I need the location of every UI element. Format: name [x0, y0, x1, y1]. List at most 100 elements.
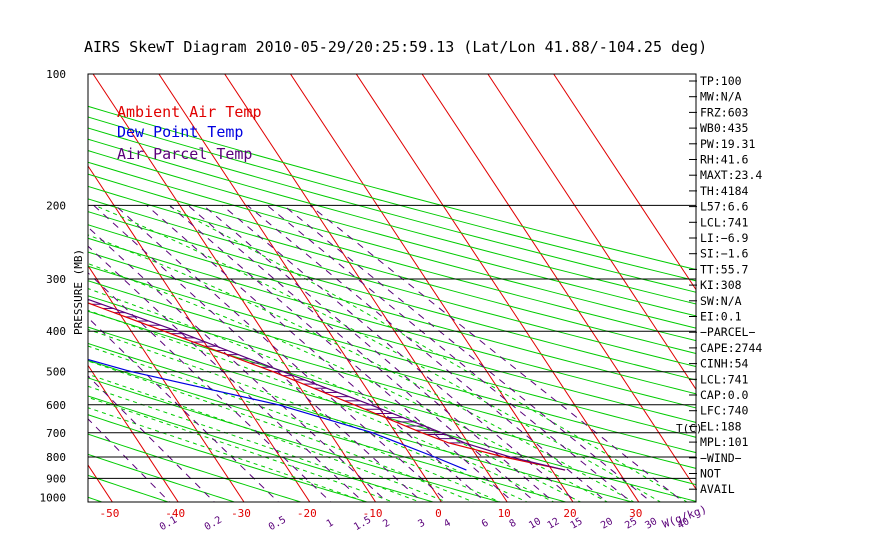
plot-frame — [87, 73, 697, 503]
mixing-ratio-tick-label: 40 — [676, 516, 692, 532]
dry-adiabat-line — [88, 237, 696, 409]
stats-item: −PARCEL− — [700, 325, 755, 339]
stats-item: SI:−1.6 — [700, 247, 749, 261]
dry-adiabat-line — [88, 127, 696, 293]
stats-item: NOT — [700, 467, 721, 481]
mixing-ratio-line — [114, 205, 449, 502]
dry-adiabat-line — [0, 61, 48, 507]
isotherm-line — [421, 74, 696, 490]
pressure-tick-label: 1000 — [40, 492, 67, 505]
stats-item: LCL:741 — [700, 372, 749, 386]
mixing-ratio-line — [283, 204, 652, 502]
legend-item-parcel: Air Parcel Temp — [117, 145, 252, 163]
legend: Ambient Air Temp Dew Point Temp Air Parc… — [117, 103, 262, 163]
dry-adiabat-line — [88, 310, 696, 486]
dry-adiabat-line — [88, 161, 696, 329]
ambient-temp-curve — [88, 302, 566, 471]
dry-adiabat-line — [88, 326, 696, 502]
moist-adiabat-line — [88, 373, 448, 502]
dry-adiabat-line — [88, 395, 435, 502]
stats-item: LI:−6.9 — [700, 231, 749, 245]
mixing-ratio-tick-label: 8 — [508, 518, 519, 531]
stats-item: TP:100 — [700, 74, 742, 88]
dry-adiabat-line — [88, 433, 303, 502]
mixing-ratio-line — [202, 205, 555, 502]
bottom-temp-tick-label: 10 — [498, 507, 511, 520]
stats-item: LCL:741 — [700, 215, 749, 229]
pressure-tick-label: 800 — [46, 451, 66, 464]
moist-adiabat-line — [88, 345, 502, 502]
mixing-ratio-line — [247, 205, 608, 502]
dry-adiabat-line — [88, 414, 369, 502]
dry-adiabat-line — [88, 224, 696, 395]
stats-item: PW:19.31 — [700, 137, 755, 151]
pressure-tick-label: 100 — [46, 68, 66, 81]
isotherm-line — [88, 364, 179, 502]
stats-item: MAXT:23.4 — [700, 168, 762, 182]
dry-adiabat-line — [88, 359, 568, 502]
dry-adiabat-line — [88, 211, 696, 381]
temp-axis-unit: T(C) — [676, 422, 703, 435]
stats-item: EI:0.1 — [700, 310, 742, 324]
bottom-temp-tick-label: -30 — [231, 507, 251, 520]
isotherm-line — [88, 165, 311, 502]
isotherm-line — [289, 74, 574, 502]
pressure-tick-label: 400 — [46, 325, 66, 338]
moist-adiabat-line — [88, 385, 421, 502]
stats-item: CAPE:2744 — [700, 341, 762, 355]
mixing-ratio-tick-label: 6 — [480, 518, 491, 531]
mixing-ratio-tick-label: 12 — [546, 516, 562, 532]
stats-item: EL:188 — [700, 419, 742, 433]
dry-adiabat-line — [88, 474, 170, 502]
stats-item: L57:6.6 — [700, 200, 749, 214]
mixing-ratio-tick-label: 4 — [442, 518, 453, 531]
bottom-temp-tick-label: 30 — [629, 507, 642, 520]
mixing-ratio-tick-label: 0.2 — [203, 515, 224, 534]
parcel-curve — [88, 298, 566, 471]
moist-adiabat-line — [167, 204, 688, 502]
mixing-ratio-line — [169, 205, 514, 502]
mixing-ratio-line — [93, 205, 423, 502]
isotherm-line — [553, 74, 696, 291]
pressure-tick-label: 500 — [46, 366, 66, 379]
stats-item: −WIND− — [700, 451, 742, 465]
mixing-ratio-tick-label: 15 — [569, 516, 585, 532]
dry-adiabat-line — [88, 453, 237, 502]
bottom-temp-tick-label: 0 — [435, 507, 442, 520]
stats-item: KI:308 — [700, 278, 742, 292]
isotherm-line — [88, 264, 245, 502]
mixing-ratio-tick-label: 1 — [325, 518, 336, 531]
moist-adiabat-line — [88, 234, 635, 502]
dry-adiabat-line — [88, 295, 696, 469]
mixing-ratio-line — [309, 204, 685, 502]
dry-adiabat-line — [88, 280, 696, 454]
stats-item: CINH:54 — [700, 357, 749, 371]
dry-adiabat-line — [88, 138, 696, 305]
moist-adiabat-line — [88, 263, 609, 502]
isotherm-line — [487, 74, 696, 391]
mixing-ratio-line — [88, 375, 215, 502]
stats-item: FRZ:603 — [700, 105, 749, 119]
isotherm-line — [355, 74, 640, 502]
bottom-temp-tick-label: -50 — [99, 507, 119, 520]
moist-adiabat-line — [88, 396, 395, 502]
moist-adiabat-line — [88, 288, 582, 502]
stats-item: SW:N/A — [700, 294, 742, 308]
dry-adiabat-line — [88, 185, 696, 355]
isotherm-line — [158, 74, 442, 502]
stats-item: TT:55.7 — [700, 262, 749, 276]
pressure-tick-label: 300 — [46, 273, 66, 286]
stats-item: AVAIL — [700, 482, 735, 496]
stats-item: MW:N/A — [700, 90, 742, 104]
stats-item: MPL:101 — [700, 435, 749, 449]
dry-adiabat-line — [88, 105, 696, 271]
dry-adiabat-line — [88, 198, 696, 368]
mixing-ratio-line — [88, 226, 388, 502]
bottom-temp-tick-label: -20 — [297, 507, 317, 520]
pressure-tick-label: 900 — [46, 472, 66, 485]
pressure-tick-label: 600 — [46, 399, 66, 412]
dry-adiabat-line — [88, 173, 696, 342]
y-axis-label: PRESSURE (MB) — [72, 249, 85, 335]
pressure-tick-label: 200 — [46, 199, 66, 212]
